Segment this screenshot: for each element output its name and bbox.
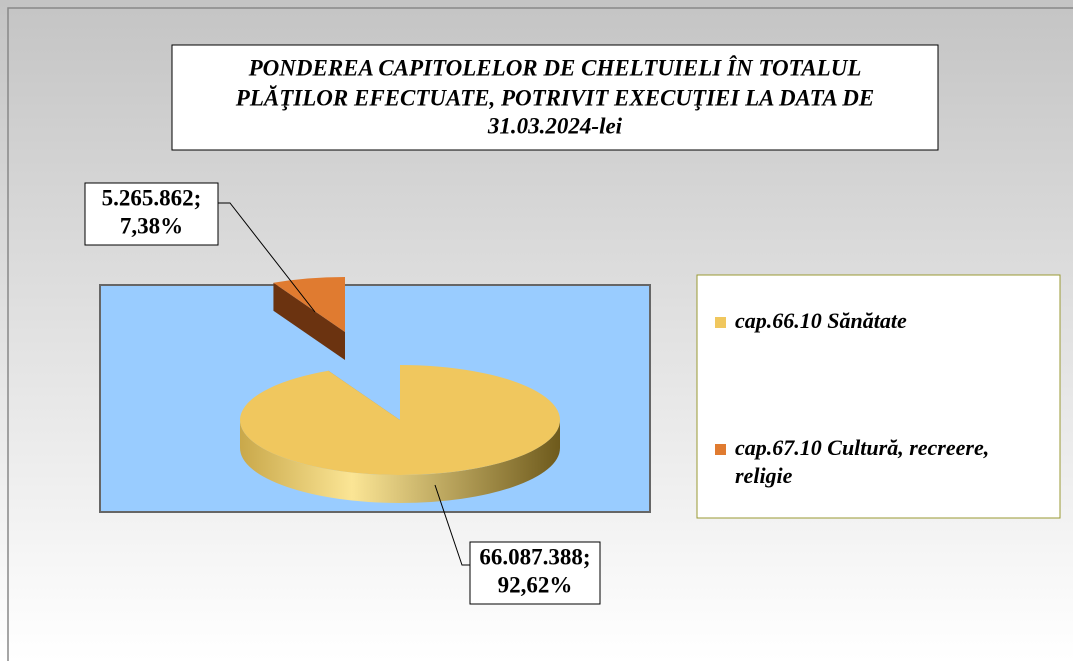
legend (696, 274, 1061, 519)
leader-line (434, 484, 470, 566)
data-label: 5.265.862; (102, 185, 202, 210)
data-label-box (469, 541, 601, 605)
data-label: 66.087.388; (479, 544, 590, 569)
legend-swatch (715, 317, 726, 328)
slice-cut-face (273, 282, 345, 360)
legend-label-line: religie (735, 463, 793, 488)
legend-label: cap.66.10 Sănătate (735, 308, 907, 333)
slice (239, 365, 560, 476)
legend-label: cap.67.10 Cultură, recreere, religie (735, 435, 989, 488)
data-label-box (84, 182, 219, 246)
title-box (171, 44, 939, 151)
slice-side (240, 420, 560, 503)
chart-title: 31.03.2024-lei (487, 113, 623, 138)
data-label: 92,62% (498, 572, 573, 597)
chart-title: PLĂŢILOR EFECTUATE, POTRIVIT EXECUŢIEI L… (235, 85, 874, 110)
chart-title: PONDEREA CAPITOLELOR DE CHELTUIELI ÎN TO… (248, 54, 862, 80)
legend-swatch (715, 444, 726, 455)
data-label: 7,38% (120, 213, 183, 238)
frame (7, 7, 1073, 661)
legend-label-line: cap.67.10 Cultură, recreere, (735, 435, 989, 460)
leader-line (218, 202, 316, 313)
